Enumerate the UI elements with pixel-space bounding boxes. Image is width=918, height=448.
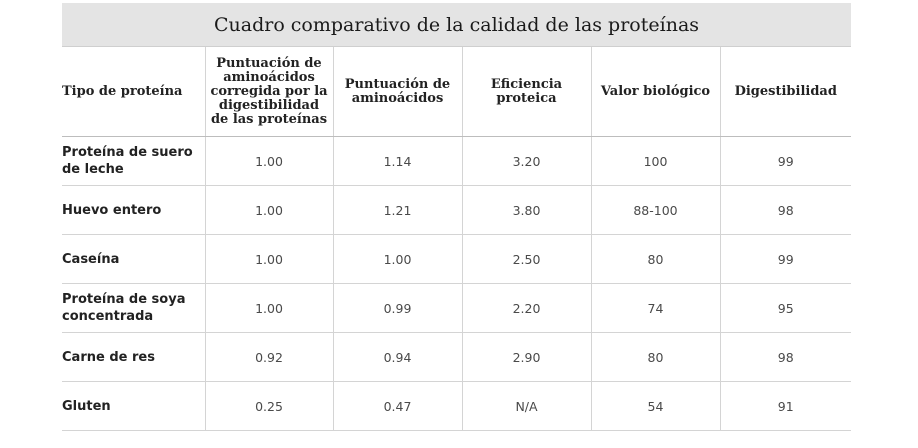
cell-digestibility: 99 (719, 234, 851, 284)
cell-pdcaas: 1.00 (204, 283, 333, 333)
cell-biological-value: 88-100 (590, 185, 720, 235)
cell-pdcaas: 0.25 (204, 381, 333, 431)
table-row: Huevo entero 1.00 1.21 3.80 88-100 98 (62, 185, 851, 235)
table-row: Caseína 1.00 1.00 2.50 80 99 (62, 234, 851, 284)
cell-pdcaas: 0.92 (204, 332, 333, 382)
cell-amino-acid-score: 1.00 (332, 234, 462, 284)
cell-protein-type: Carne de res (62, 332, 205, 382)
table-row: Proteína de suero de leche 1.00 1.14 3.2… (62, 136, 851, 186)
cell-protein-efficiency: 2.20 (461, 283, 591, 333)
header-protein-type: Tipo de proteína (62, 47, 205, 137)
cell-pdcaas: 1.00 (204, 136, 333, 186)
cell-biological-value: 54 (590, 381, 720, 431)
header-digestibility: Digestibilidad (719, 47, 851, 137)
protein-quality-table: Tipo de proteína Puntuación de aminoácid… (62, 47, 851, 431)
cell-digestibility: 99 (719, 136, 851, 186)
cell-amino-acid-score: 1.21 (332, 185, 462, 235)
cell-amino-acid-score: 1.14 (332, 136, 462, 186)
cell-digestibility: 91 (719, 381, 851, 431)
comparison-table-container: Cuadro comparativo de la calidad de las … (62, 3, 851, 431)
cell-protein-efficiency: 2.90 (461, 332, 591, 382)
cell-protein-efficiency: N/A (461, 381, 591, 431)
cell-pdcaas: 1.00 (204, 185, 333, 235)
cell-digestibility: 98 (719, 332, 851, 382)
cell-digestibility: 98 (719, 185, 851, 235)
cell-protein-type: Caseína (62, 234, 205, 284)
cell-biological-value: 80 (590, 234, 720, 284)
table-row: Carne de res 0.92 0.94 2.90 80 98 (62, 332, 851, 382)
header-row: Tipo de proteína Puntuación de aminoácid… (62, 47, 851, 137)
cell-pdcaas: 1.00 (204, 234, 333, 284)
cell-protein-type: Proteína de suero de leche (62, 136, 205, 186)
cell-biological-value: 80 (590, 332, 720, 382)
cell-protein-efficiency: 3.80 (461, 185, 591, 235)
cell-protein-type: Huevo entero (62, 185, 205, 235)
header-protein-efficiency: Eficiencia proteica (461, 47, 591, 137)
cell-protein-efficiency: 3.20 (461, 136, 591, 186)
cell-amino-acid-score: 0.99 (332, 283, 462, 333)
cell-biological-value: 74 (590, 283, 720, 333)
cell-protein-efficiency: 2.50 (461, 234, 591, 284)
table-row: Gluten 0.25 0.47 N/A 54 91 (62, 381, 851, 431)
header-amino-acid-score: Puntuación de aminoácidos (332, 47, 462, 137)
cell-amino-acid-score: 0.94 (332, 332, 462, 382)
table-row: Proteína de soya concentrada 1.00 0.99 2… (62, 283, 851, 333)
cell-protein-type: Gluten (62, 381, 205, 431)
header-pdcaas: Puntuación de aminoácidos corregida por … (204, 47, 333, 137)
header-biological-value: Valor biológico (590, 47, 720, 137)
cell-protein-type: Proteína de soya concentrada (62, 283, 205, 333)
cell-biological-value: 100 (590, 136, 720, 186)
cell-amino-acid-score: 0.47 (332, 381, 462, 431)
table-title: Cuadro comparativo de la calidad de las … (62, 3, 851, 47)
cell-digestibility: 95 (719, 283, 851, 333)
